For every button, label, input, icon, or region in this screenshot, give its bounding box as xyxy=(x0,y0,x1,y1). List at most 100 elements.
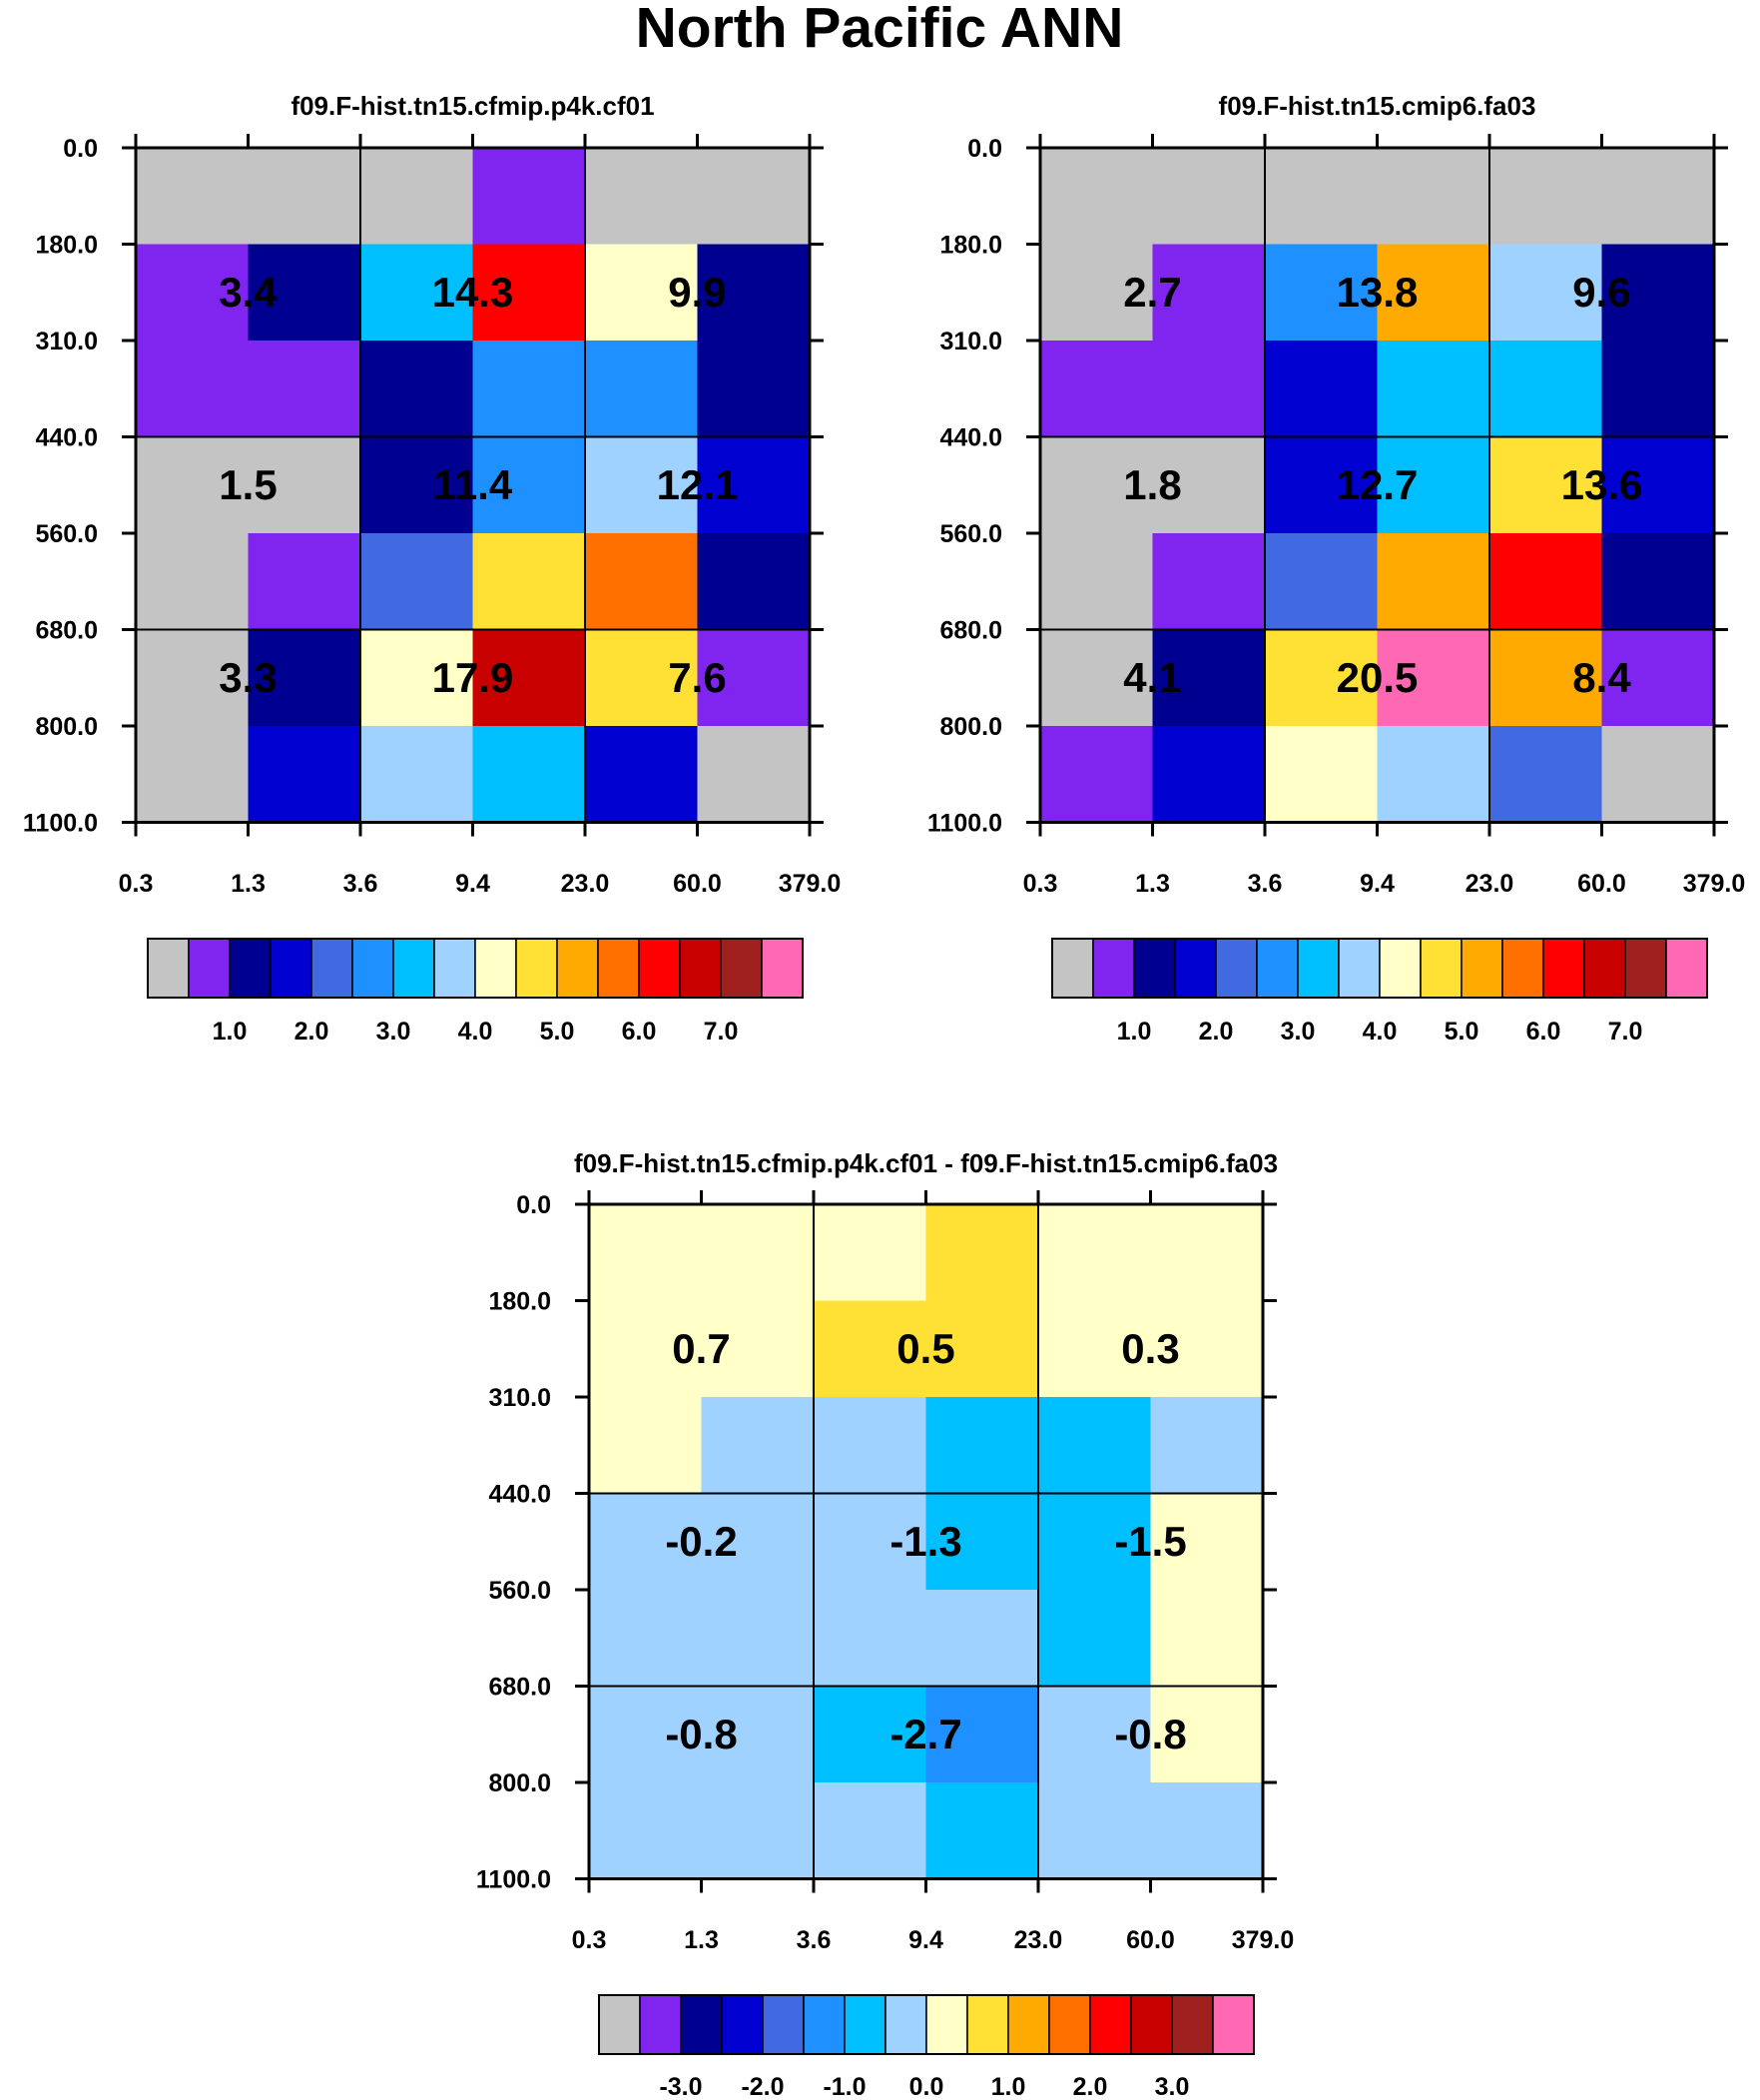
cell-annotation: 3.3 xyxy=(219,654,277,701)
x-tick-label: 379.0 xyxy=(1683,870,1746,898)
colorbar-swatch xyxy=(1583,938,1626,999)
heatmap-cell xyxy=(814,1590,927,1688)
heatmap-cell xyxy=(1377,244,1490,342)
heatmap-cell xyxy=(136,726,250,824)
y-tick-label: 1100.0 xyxy=(23,810,98,838)
x-tick-label: 23.0 xyxy=(561,870,610,898)
cell-annotation: -1.3 xyxy=(889,1518,961,1565)
heatmap-cell xyxy=(1040,148,1154,246)
heatmap-cell xyxy=(1377,436,1490,534)
colorbar-swatch xyxy=(720,938,763,999)
cell-annotation: 14.3 xyxy=(432,269,514,316)
heatmap-cell xyxy=(1152,244,1266,342)
heatmap-cell xyxy=(1152,436,1266,534)
cell-annotation: 4.1 xyxy=(1123,654,1181,701)
heatmap-cell xyxy=(1150,1493,1264,1591)
heatmap-cell xyxy=(589,1782,703,1880)
heatmap-cell xyxy=(1489,436,1603,534)
x-tick-label: 0.3 xyxy=(572,1926,607,1954)
heatmap-cell xyxy=(1150,1397,1264,1495)
x-tick-label: 1.3 xyxy=(231,870,266,898)
heatmap-cell xyxy=(1040,629,1154,727)
y-tick-label: 0.0 xyxy=(516,1191,551,1219)
colorbar-swatch xyxy=(392,938,435,999)
heatmap-cell xyxy=(925,1397,1039,1495)
colorbar-swatch xyxy=(1130,1994,1173,2055)
heatmap-cell xyxy=(1038,1397,1152,1495)
colorbar-label: 1.0 xyxy=(991,2073,1026,2100)
heatmap-cell xyxy=(1150,1686,1264,1783)
heatmap-cell xyxy=(248,341,361,438)
heatmap-cell xyxy=(701,1397,815,1495)
heatmap-cell xyxy=(1601,726,1715,824)
heatmap-cell xyxy=(472,629,586,727)
heatmap-cell xyxy=(1601,533,1715,631)
heatmap-cell xyxy=(360,629,474,727)
heatmap-cell xyxy=(697,533,811,631)
colorbar-swatch xyxy=(1171,1994,1214,2055)
y-tick-label: 440.0 xyxy=(35,424,98,452)
heatmap-cell xyxy=(1152,533,1266,631)
colorbar-swatch xyxy=(229,938,272,999)
heatmap-cell xyxy=(585,436,699,534)
colorbar-swatch xyxy=(1092,938,1135,999)
x-tick-label: 9.4 xyxy=(908,1926,943,1954)
heatmap-cell xyxy=(248,436,361,534)
heatmap-cell xyxy=(360,726,474,824)
heatmap-cell xyxy=(1038,1204,1152,1302)
colorbar-label: 4.0 xyxy=(458,1018,493,1046)
y-tick-label: 180.0 xyxy=(35,232,98,260)
cell-annotation: 17.9 xyxy=(432,654,514,701)
colorbar-swatch xyxy=(433,938,476,999)
heatmap-cell xyxy=(248,148,361,246)
colorbar-swatch xyxy=(1089,1994,1132,2055)
heatmap-cell xyxy=(1150,1300,1264,1398)
colorbar-label: 3.0 xyxy=(1155,2073,1190,2100)
y-tick-label: 0.0 xyxy=(967,135,1002,163)
heatmap-cell xyxy=(589,1686,703,1783)
heatmap-cell xyxy=(1038,1686,1152,1783)
heatmap-cell xyxy=(1040,436,1154,534)
colorbar-label: 3.0 xyxy=(1281,1018,1316,1046)
heatmap-cell xyxy=(1150,1204,1264,1302)
colorbar-swatch xyxy=(1624,938,1667,999)
y-tick-label: 800.0 xyxy=(939,713,1002,741)
y-tick-label: 800.0 xyxy=(488,1769,551,1797)
colorbar-swatch xyxy=(474,938,517,999)
heatmap-cell xyxy=(925,1300,1039,1398)
y-tick-label: 310.0 xyxy=(488,1384,551,1412)
heatmap-cell xyxy=(472,533,586,631)
x-tick-label: 3.6 xyxy=(343,870,378,898)
colorbar-swatch xyxy=(147,938,190,999)
x-tick-label: 3.6 xyxy=(797,1926,832,1954)
heatmap-cell xyxy=(1377,726,1490,824)
cell-annotation: 12.1 xyxy=(657,461,739,508)
colorbar-swatch xyxy=(1133,938,1176,999)
heatmap-cell xyxy=(1152,629,1266,727)
panel-title: f09.F-hist.tn15.cmip6.fa03 xyxy=(1219,91,1536,121)
heatmap-cell xyxy=(697,629,811,727)
cell-annotation: 1.5 xyxy=(219,461,277,508)
colorbar-swatch xyxy=(884,1994,927,2055)
heatmap-cell xyxy=(360,533,474,631)
colorbar-swatch xyxy=(1501,938,1544,999)
colorbar-swatch xyxy=(844,1994,886,2055)
heatmap-cell xyxy=(814,1300,927,1398)
heatmap-cell xyxy=(1152,148,1266,246)
cell-annotation: 20.5 xyxy=(1337,654,1419,701)
x-tick-label: 0.3 xyxy=(119,870,154,898)
x-tick-label: 60.0 xyxy=(1126,1926,1175,1954)
colorbar-swatch xyxy=(1051,938,1094,999)
heatmap-cell xyxy=(1038,1493,1152,1591)
heatmap-cell xyxy=(1377,341,1490,438)
heatmap-cell xyxy=(360,341,474,438)
heatmap-cell xyxy=(814,1782,927,1880)
cell-annotation: 0.3 xyxy=(1121,1325,1179,1372)
heatmap-cell xyxy=(585,726,699,824)
heatmap-cell xyxy=(472,436,586,534)
colorbar-label: -3.0 xyxy=(659,2073,702,2100)
colorbar-label: 2.0 xyxy=(294,1018,329,1046)
heatmap-cell xyxy=(589,1300,703,1398)
y-tick-label: 680.0 xyxy=(488,1674,551,1702)
